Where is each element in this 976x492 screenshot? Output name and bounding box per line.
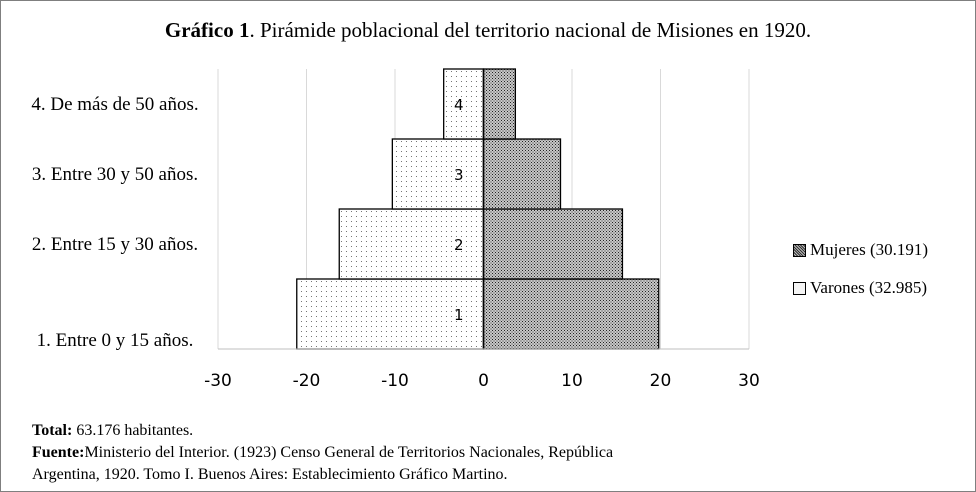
source-line: Fuente:Ministerio del Interior. (1923) C… xyxy=(32,442,792,464)
category-label-3: 3. Entre 30 y 50 años. xyxy=(32,164,198,185)
legend-label-varones: Varones (32.985) xyxy=(810,278,928,297)
category-label-1: 1. Entre 0 y 15 años. xyxy=(37,330,194,351)
chart-notes: Total: 63.176 habitantes. Fuente:Ministe… xyxy=(32,420,792,486)
x-tick-label-3: 0 xyxy=(478,371,489,391)
category-label-2: 2. Entre 15 y 30 años. xyxy=(32,234,198,255)
total-line: Total: 63.176 habitantes. xyxy=(32,420,792,442)
x-tick-label-4: 10 xyxy=(561,371,583,391)
bar-varones-4 xyxy=(443,68,485,140)
x-tick-label-6: 30 xyxy=(738,371,760,391)
bar-label-2: 2 xyxy=(454,236,464,254)
x-tick-label-5: 20 xyxy=(650,371,672,391)
bar-label-1: 1 xyxy=(454,306,464,324)
bar-mujeres-3 xyxy=(482,138,562,210)
bar-mujeres-4 xyxy=(482,68,517,140)
category-label-4: 4. De más de 50 años. xyxy=(31,94,198,115)
legend-swatch-varones xyxy=(793,281,806,295)
source-line-2: Argentina, 1920. Tomo I. Buenos Aires: E… xyxy=(32,466,508,483)
bar-varones-3 xyxy=(391,138,485,210)
legend: Mujeres (30.191) Varones (32.985) xyxy=(793,238,928,314)
legend-item-varones: Varones (32.985) xyxy=(793,276,928,300)
bar-mujeres-2 xyxy=(482,208,624,280)
legend-label-mujeres: Mujeres (30.191) xyxy=(810,240,929,259)
bar-mujeres-1 xyxy=(482,278,660,350)
bar-label-4: 4 xyxy=(454,96,464,114)
source-text-1: Ministerio del Interior. (1923) Censo Ge… xyxy=(84,444,614,461)
source-label: Fuente: xyxy=(32,444,85,461)
bar-label-3: 3 xyxy=(454,166,464,184)
x-tick-label-2: -10 xyxy=(381,371,409,391)
total-label: Total: xyxy=(32,422,73,439)
x-tick-label-0: -30 xyxy=(204,371,232,391)
legend-swatch-mujeres xyxy=(793,243,806,257)
x-tick-label-1: -20 xyxy=(293,371,321,391)
legend-item-mujeres: Mujeres (30.191) xyxy=(793,238,928,262)
chart-title-rest: . Pirámide poblacional del territorio na… xyxy=(249,18,812,42)
chart-title: Gráfico 1. Pirámide poblacional del terr… xyxy=(0,18,976,43)
total-text: 63.176 habitantes. xyxy=(72,422,194,439)
chart-title-bold: Gráfico 1 xyxy=(164,18,250,42)
